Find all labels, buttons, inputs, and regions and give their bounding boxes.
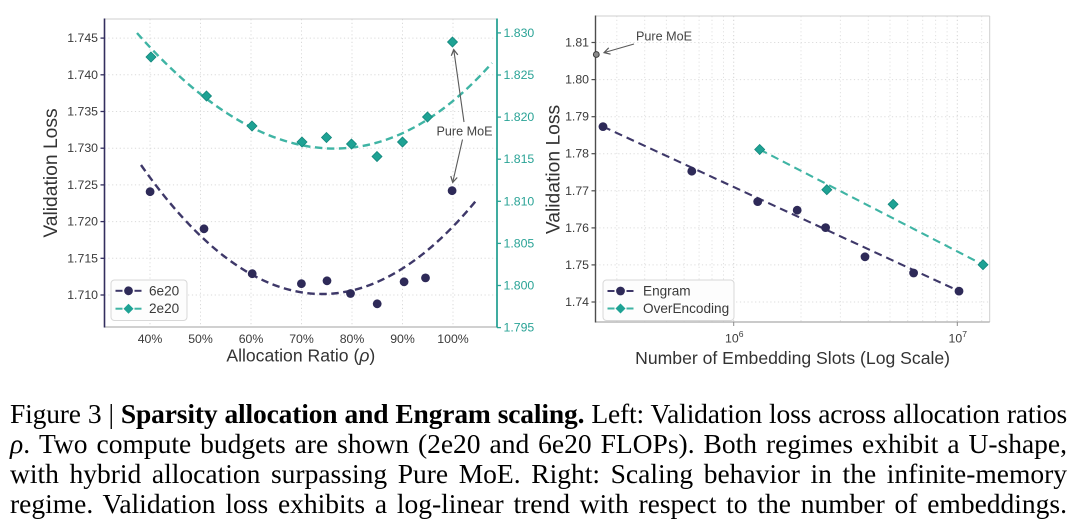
- svg-text:Validation Loss: Validation Loss: [41, 108, 62, 237]
- svg-text:Engram: Engram: [643, 284, 691, 299]
- svg-text:6e20: 6e20: [149, 283, 180, 298]
- svg-text:OverEncoding: OverEncoding: [643, 301, 729, 316]
- svg-text:1.720: 1.720: [67, 215, 98, 229]
- svg-text:1.805: 1.805: [504, 236, 535, 250]
- svg-text:2e20: 2e20: [149, 301, 180, 316]
- svg-text:50%: 50%: [188, 332, 213, 346]
- svg-text:1.825: 1.825: [504, 68, 535, 82]
- svg-text:107: 107: [949, 329, 968, 346]
- svg-text:Pure MoE: Pure MoE: [437, 125, 493, 139]
- svg-text:1.78: 1.78: [565, 147, 589, 161]
- svg-text:1.79: 1.79: [565, 110, 589, 124]
- svg-text:1.81: 1.81: [565, 36, 589, 50]
- svg-text:1.77: 1.77: [565, 184, 589, 198]
- svg-text:1.735: 1.735: [67, 105, 98, 119]
- svg-text:1.795: 1.795: [504, 321, 535, 335]
- svg-text:1.730: 1.730: [67, 141, 98, 155]
- svg-text:90%: 90%: [390, 332, 415, 346]
- svg-text:1.80: 1.80: [565, 73, 589, 87]
- svg-text:1.74: 1.74: [565, 295, 589, 309]
- svg-text:60%: 60%: [239, 332, 264, 346]
- svg-text:1.800: 1.800: [504, 279, 535, 293]
- svg-text:1.710: 1.710: [67, 288, 98, 302]
- svg-text:Allocation Ratio (ρ): Allocation Ratio (ρ): [226, 346, 375, 366]
- svg-text:70%: 70%: [289, 332, 314, 346]
- svg-text:80%: 80%: [340, 332, 365, 346]
- svg-text:1.810: 1.810: [504, 194, 535, 208]
- svg-text:1.76: 1.76: [565, 221, 589, 235]
- svg-text:1.715: 1.715: [67, 251, 98, 265]
- svg-text:1.830: 1.830: [504, 26, 535, 40]
- svg-text:1.745: 1.745: [67, 31, 98, 45]
- svg-text:1.75: 1.75: [565, 258, 589, 272]
- svg-text:Number of Embedding Slots (Log: Number of Embedding Slots (Log Scale): [635, 348, 950, 368]
- svg-text:1.815: 1.815: [504, 152, 535, 166]
- svg-text:1.820: 1.820: [504, 110, 535, 124]
- svg-text:100%: 100%: [437, 332, 469, 346]
- svg-text:1.740: 1.740: [67, 68, 98, 82]
- svg-text:Pure MoE: Pure MoE: [636, 30, 692, 44]
- svg-text:40%: 40%: [138, 332, 163, 346]
- svg-text:1.725: 1.725: [67, 178, 98, 192]
- svg-text:106: 106: [725, 329, 744, 346]
- svg-text:Validation Loss: Validation Loss: [544, 105, 565, 234]
